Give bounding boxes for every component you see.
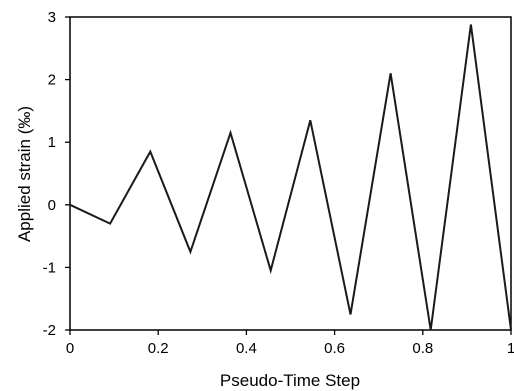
x-tick-label: 0 (66, 340, 74, 357)
y-tick-label: 2 (48, 72, 56, 89)
y-tick-label: 0 (48, 197, 56, 214)
x-axis-title: Pseudo-Time Step (220, 371, 360, 390)
plot-area (69, 16, 512, 331)
series-line (69, 24, 512, 331)
y-axis: -2 -1 0 1 2 3 (43, 9, 70, 339)
x-tick-label: 0.2 (148, 340, 169, 357)
y-axis-title: Applied strain (‰) (15, 106, 34, 242)
x-axis: 0 0.2 0.4 0.6 0.8 1 (66, 330, 514, 357)
x-tick-label: 0.4 (236, 340, 257, 357)
x-tick-label: 1 (507, 340, 514, 357)
plot-frame (69, 16, 512, 331)
y-tick-label: 1 (48, 134, 56, 151)
x-tick-label: 0.6 (324, 340, 345, 357)
x-tick-label: 0.8 (412, 340, 433, 357)
y-tick-label: -2 (43, 322, 56, 339)
y-tick-label: 3 (48, 9, 56, 26)
y-tick-label: -1 (43, 259, 56, 276)
